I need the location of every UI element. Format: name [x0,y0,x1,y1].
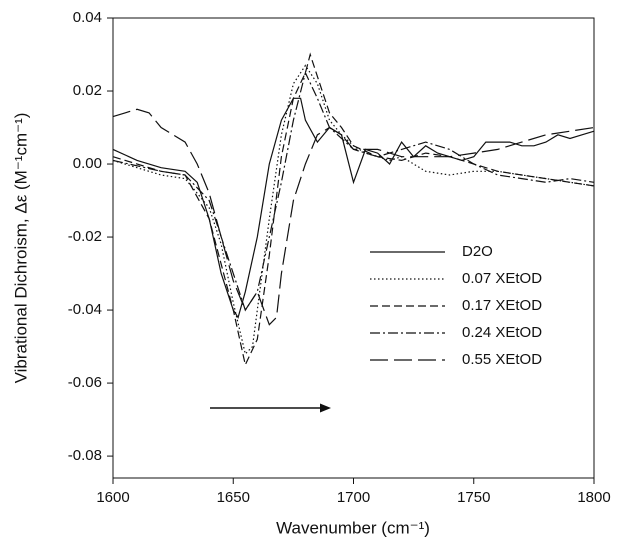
legend-label: 0.24 XEtOD [462,324,542,341]
y-tick-label: -0.02 [68,228,102,245]
legend-label: D2O [462,243,493,260]
legend-label: 0.17 XEtOD [462,297,542,314]
x-axis-title: Wavenumber (cm⁻¹) [276,518,430,537]
y-axis-title: Vibrational Dichroism, Δε (M⁻¹cm⁻¹) [11,113,30,384]
plot-frame [112,17,595,479]
y-tick-label: -0.04 [68,301,102,318]
series-line [112,52,595,367]
x-tick-label: 1800 [577,489,610,506]
y-tick-label: -0.08 [68,447,102,464]
x-tick-label: 1700 [337,489,370,506]
y-tick-label: 0.04 [73,9,102,26]
series-line [112,71,595,312]
x-tick-label: 1650 [217,489,250,506]
series-line [112,108,595,326]
y-tick-label: -0.06 [68,374,102,391]
series-line [112,64,595,356]
arrow-head [320,403,331,413]
legend-label: 0.07 XEtOD [462,270,542,287]
legend-label: 0.55 XEtOD [462,351,542,368]
y-tick-label: 0.00 [73,155,102,172]
y-tick-label: 0.02 [73,82,102,99]
x-tick-label: 1600 [96,489,129,506]
x-tick-label: 1750 [457,489,490,506]
